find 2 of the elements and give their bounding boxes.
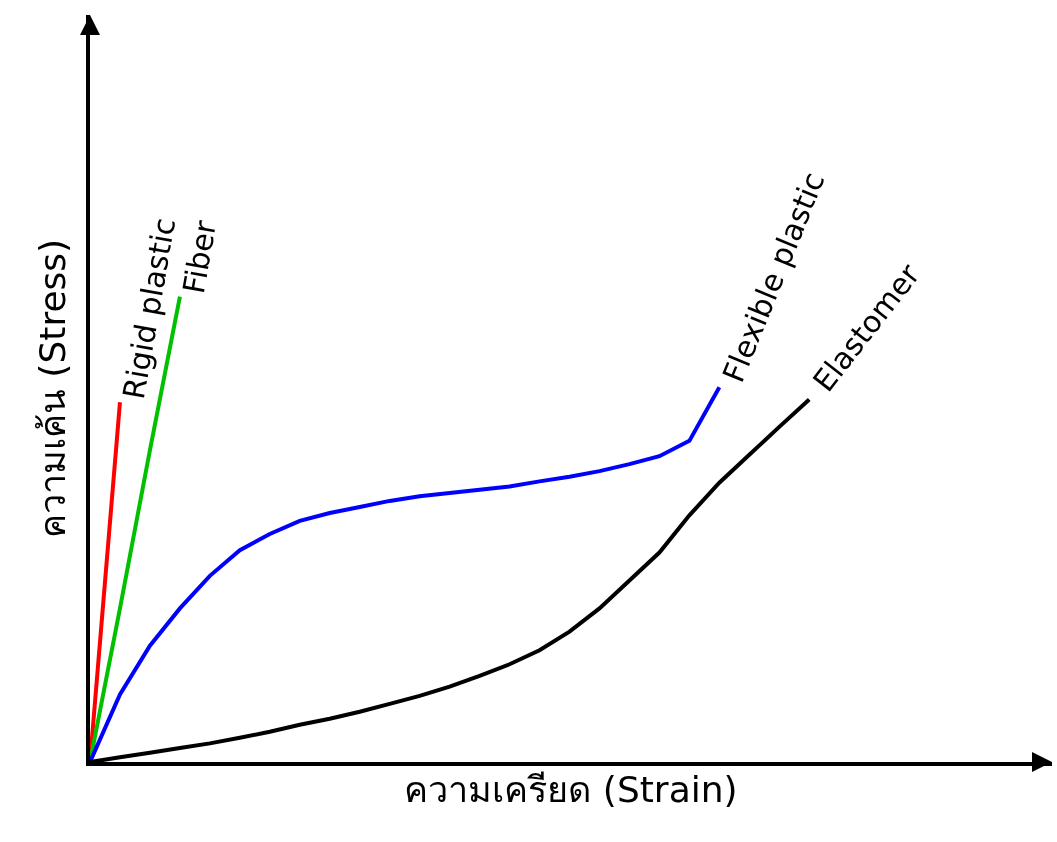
x-axis-title: ความเครียด (Strain) [404,768,738,810]
y-axis-title: ความเค้น (Stress) [32,238,74,539]
